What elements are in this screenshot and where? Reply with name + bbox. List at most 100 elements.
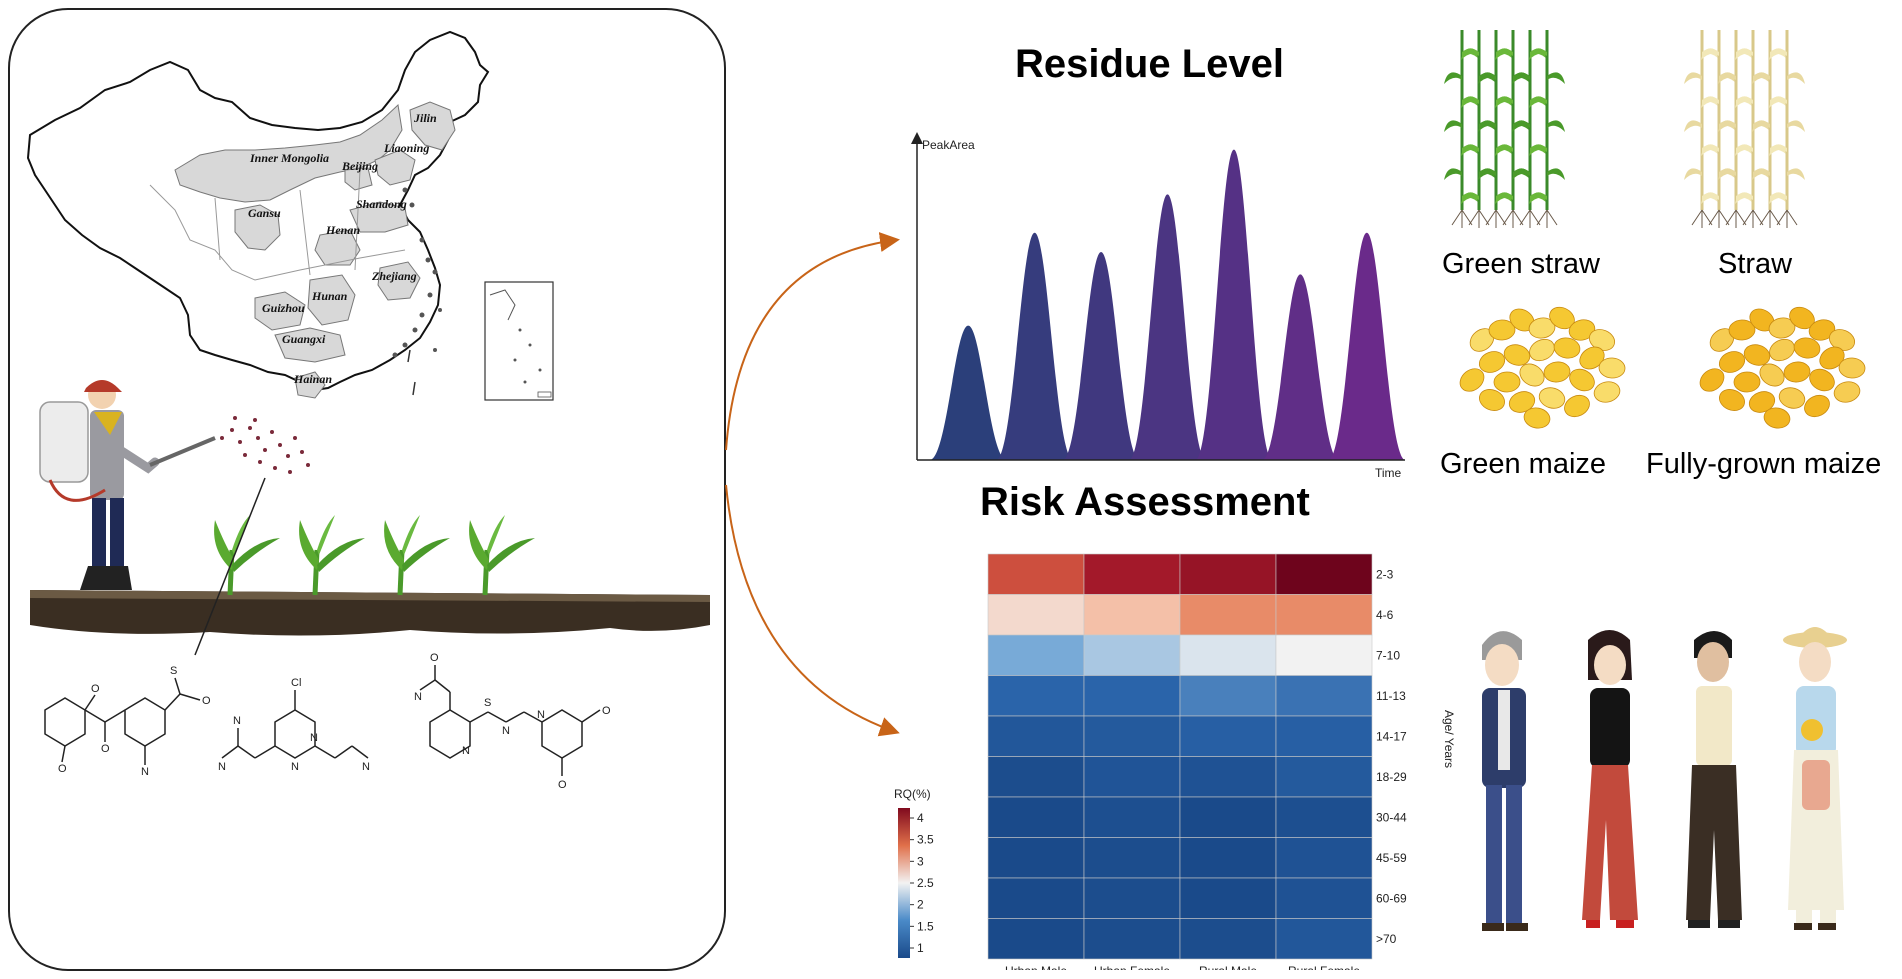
kernel	[1833, 381, 1861, 403]
svg-text:N: N	[141, 766, 149, 778]
legend-title: RQ(%)	[894, 787, 931, 801]
kernel	[1564, 394, 1590, 418]
kernel	[1553, 337, 1581, 359]
kernel	[1809, 368, 1835, 392]
heatmap-cell	[1179, 837, 1277, 879]
heatmap-cell	[1083, 715, 1181, 757]
kernel	[1718, 351, 1746, 373]
column-label: Rural.Female	[1288, 964, 1360, 970]
kernel	[1808, 319, 1836, 341]
kernel	[1519, 363, 1545, 387]
heatmap-cell	[1179, 594, 1277, 636]
peaks-group	[929, 149, 1406, 460]
kernel	[1699, 368, 1725, 392]
corn-stalk	[1769, 30, 1805, 228]
svg-text:N: N	[414, 691, 422, 703]
seedlings	[214, 515, 535, 596]
heatmap-cell	[1083, 553, 1181, 595]
heatmap-cell	[987, 594, 1085, 636]
legend-tick-label: 3	[917, 854, 924, 868]
residue-title: Residue Level	[1015, 42, 1285, 86]
kernel	[1508, 391, 1536, 413]
province-label-jilin: Jilin	[413, 111, 437, 125]
arrow-to-residue	[725, 232, 900, 451]
heatmap-cell	[1179, 877, 1277, 919]
molecule-3	[419, 665, 601, 776]
peak-3	[1062, 252, 1140, 460]
province-label-hunan: Hunan	[311, 289, 348, 303]
legend-ticks: 4 3.5 3 2.5 2 1.5 1	[910, 811, 934, 955]
legend-tick-label: 2.5	[917, 876, 934, 890]
soil	[30, 590, 710, 636]
chemical-structures	[44, 665, 601, 776]
corn-stalk	[1752, 30, 1788, 228]
legend-tick-label: 2	[917, 898, 924, 912]
heatmap-cell	[987, 715, 1085, 757]
person-urban-female	[1582, 630, 1638, 928]
legend-tick-label: 1	[917, 941, 924, 955]
kernel	[1459, 368, 1485, 392]
province-label-gansu: Gansu	[248, 206, 281, 220]
heatmap-cell	[1275, 715, 1373, 757]
column-label: Rural.Male	[1199, 964, 1257, 970]
kernel	[1528, 317, 1556, 339]
kernel	[1743, 344, 1771, 366]
svg-text:O: O	[91, 683, 100, 695]
kernel	[1568, 319, 1596, 341]
heatmap-cell	[1275, 594, 1373, 636]
left-panel-illustration: Jilin Liaoning Inner Mongolia Beijing Ga…	[26, 30, 710, 791]
molecule-1	[44, 677, 201, 765]
heatmap-cell	[987, 756, 1085, 798]
heatmap-cell	[1083, 756, 1181, 798]
kernel	[1748, 391, 1776, 413]
heatmap-cell	[1179, 715, 1277, 757]
row-label: >70	[1376, 932, 1397, 946]
svg-text:N: N	[502, 725, 510, 737]
kernel	[1804, 394, 1830, 418]
province-label-zhejiang: Zhejiang	[371, 269, 417, 283]
kernel	[1493, 371, 1521, 393]
heatmap-cell	[1275, 634, 1373, 676]
person-rural-male	[1686, 631, 1742, 928]
kernel	[1838, 357, 1866, 379]
svg-text:N: N	[362, 761, 370, 773]
svg-text:Cl: Cl	[291, 677, 301, 689]
province-label-shandong: Shandong	[356, 197, 407, 211]
row-label: 30-44	[1376, 810, 1407, 824]
heatmap-cell	[1275, 675, 1373, 717]
pointer-line	[194, 477, 266, 656]
column-label: Urban.Female	[1094, 964, 1170, 970]
heatmap-cell	[987, 675, 1085, 717]
kernel	[1759, 363, 1785, 387]
legend-tick-label: 1.5	[917, 919, 934, 933]
peak-7	[1328, 232, 1406, 460]
column-label: Urban.Male	[1005, 964, 1067, 970]
y-axis-label: PeakArea	[922, 138, 975, 152]
risk-title: Risk Assessment	[980, 480, 1310, 524]
heatmap-cells	[987, 553, 1373, 960]
people-illustration	[1482, 627, 1847, 931]
heatmap-cell	[987, 634, 1085, 676]
peak-4	[1128, 194, 1207, 460]
kernel	[1538, 387, 1566, 409]
fully-grown-maize-kernels	[1699, 306, 1866, 429]
green-straw-illustration	[1444, 30, 1565, 228]
svg-text:N: N	[310, 732, 318, 744]
heatmap-cell	[1083, 594, 1181, 636]
province-label-liaoning: Liaoning	[383, 141, 429, 155]
heatmap-cell	[1179, 553, 1277, 595]
heatmap-cell	[1083, 634, 1181, 676]
province-label-inner-mongolia: Inner Mongolia	[249, 151, 329, 165]
kernel	[1593, 381, 1621, 403]
heatmap-cell	[1275, 918, 1373, 960]
svg-text:N: N	[233, 715, 241, 727]
person-rural-female	[1783, 627, 1847, 930]
heatmap-cell	[1179, 634, 1277, 676]
left-panel: Jilin Liaoning Inner Mongolia Beijing Ga…	[8, 8, 726, 971]
heatmap-cell	[1275, 756, 1373, 798]
label-straw: Straw	[1718, 248, 1793, 280]
heatmap-column-labels: Urban.Male Urban.Female Rural.Male Rural.Fe…	[1005, 964, 1360, 970]
arrow-to-risk	[725, 484, 900, 737]
heatmap-cell	[1083, 837, 1181, 879]
heatmap-cell	[1179, 918, 1277, 960]
